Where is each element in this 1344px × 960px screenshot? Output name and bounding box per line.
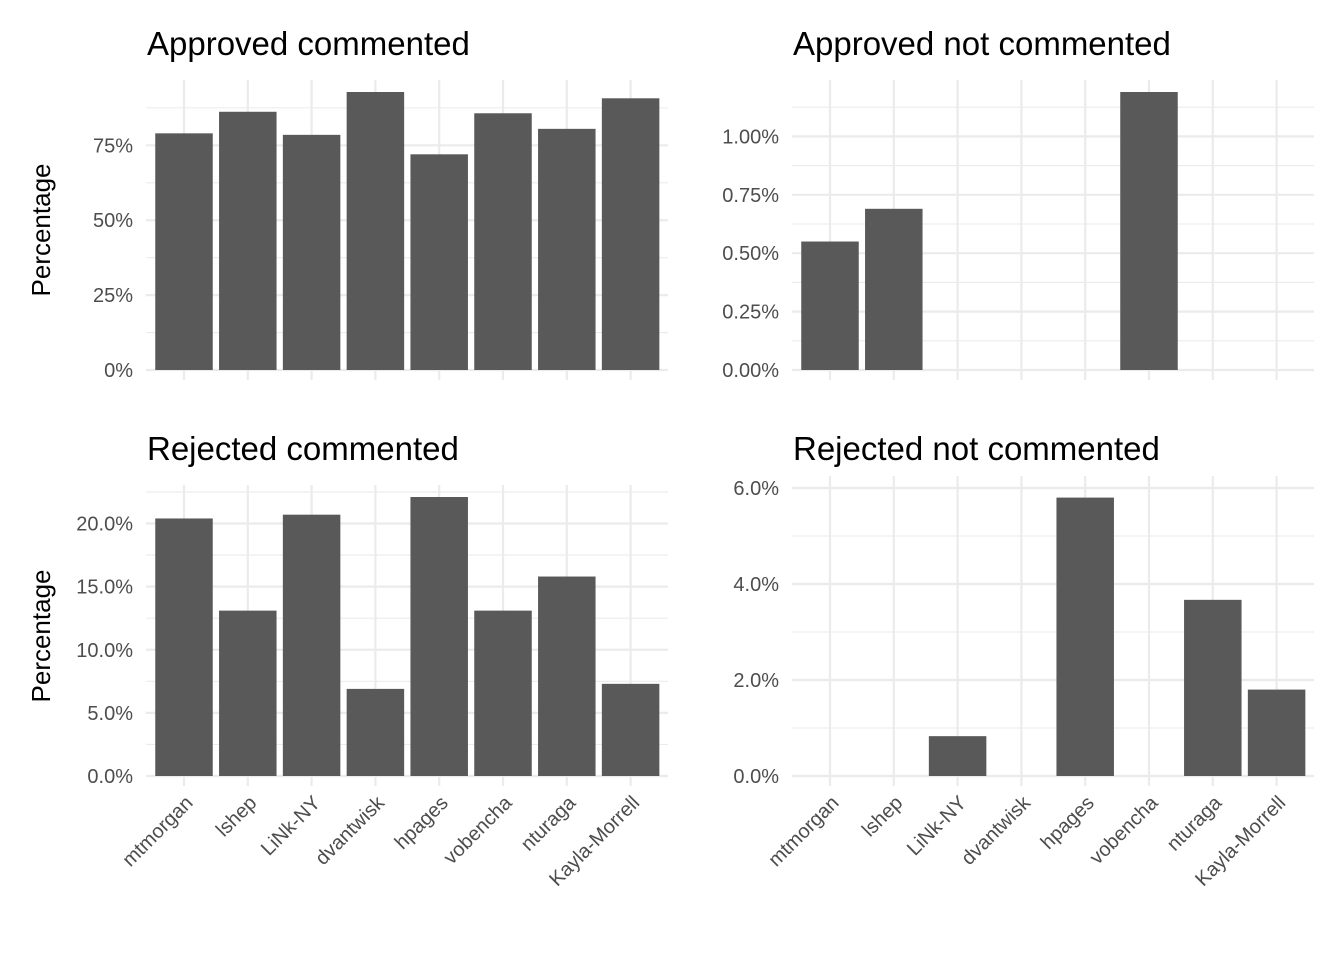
bar-vobencha [474, 610, 532, 776]
bar-nturaga [538, 128, 596, 370]
bar-hpages [410, 497, 468, 776]
y-tick-label: 0.25% [722, 302, 779, 324]
plot-area: 0.0%5.0%10.0%15.0%20.0%mtmorgan lshepLiNk… [76, 485, 668, 891]
panel-approved-commented: Approved commented Percentage 0% 25% 50% 75… [26, 25, 668, 382]
bar-link-ny [282, 514, 341, 776]
bar-hpages [410, 154, 468, 370]
panel-title: Rejected not commented [793, 430, 1160, 467]
bar-kayla-morrell [601, 683, 660, 776]
panel-rejected-commented: Rejected commented Percentage 0.0% 5.0% 10… [26, 430, 668, 891]
y-tick-label: 0.50% [722, 243, 779, 265]
bar-kayla-morrell [1247, 689, 1306, 776]
bar-hpages [1056, 497, 1114, 776]
bar-dvantwisk [346, 92, 405, 370]
bar-dvantwisk [346, 688, 405, 776]
y-tick-label: 75% [93, 135, 133, 157]
bar-link-ny [282, 134, 341, 370]
plot-area: 0% 25% 50% 75% [93, 80, 668, 382]
y-tick-label: 1.00% [722, 126, 779, 148]
bar-mtmorgan [155, 133, 213, 370]
panel-title: Rejected commented [147, 430, 459, 467]
y-axis-label: Percentage [26, 164, 56, 297]
bar-link-ny [928, 736, 987, 776]
y-tick-label: 20.0% [76, 514, 133, 536]
y-tick-label: 50% [93, 210, 133, 232]
panel-approved-not-commented: Approved not commented 0.00%0.25%0.50%0.… [722, 25, 1314, 382]
bar-mtmorgan [155, 518, 213, 776]
bar-vobencha [1120, 92, 1178, 370]
panel-title: Approved commented [147, 25, 470, 62]
y-tick-label: 4.0% [733, 574, 779, 596]
bar-lshep [865, 208, 923, 370]
bar-mtmorgan [801, 241, 859, 370]
y-tick-label: 5.0% [87, 703, 133, 725]
bar-nturaga [538, 576, 596, 776]
y-tick-label: 15.0% [76, 577, 133, 599]
y-tick-label: 0.00% [722, 360, 779, 382]
y-tick-label: 0.0% [733, 766, 779, 788]
y-tick-label: 2.0% [733, 670, 779, 692]
bar-lshep [219, 111, 277, 371]
y-axis-label: Percentage [26, 570, 56, 703]
y-tick-label: 0.75% [722, 185, 779, 207]
y-tick-label: 10.0% [76, 640, 133, 662]
bar-lshep [219, 610, 277, 776]
plot-area: 0.00% 0.25% 0.50% 0.75% 1.00% [722, 80, 1314, 382]
y-tick-label: 25% [93, 285, 133, 307]
bar-nturaga [1184, 599, 1242, 776]
bar-vobencha [474, 113, 532, 370]
y-tick-label: 0% [104, 360, 133, 382]
y-tick-label: 0.0% [87, 766, 133, 788]
bar-kayla-morrell [601, 98, 660, 370]
panel-title: Approved not commented [793, 25, 1171, 62]
y-tick-label: 6.0% [733, 478, 779, 500]
